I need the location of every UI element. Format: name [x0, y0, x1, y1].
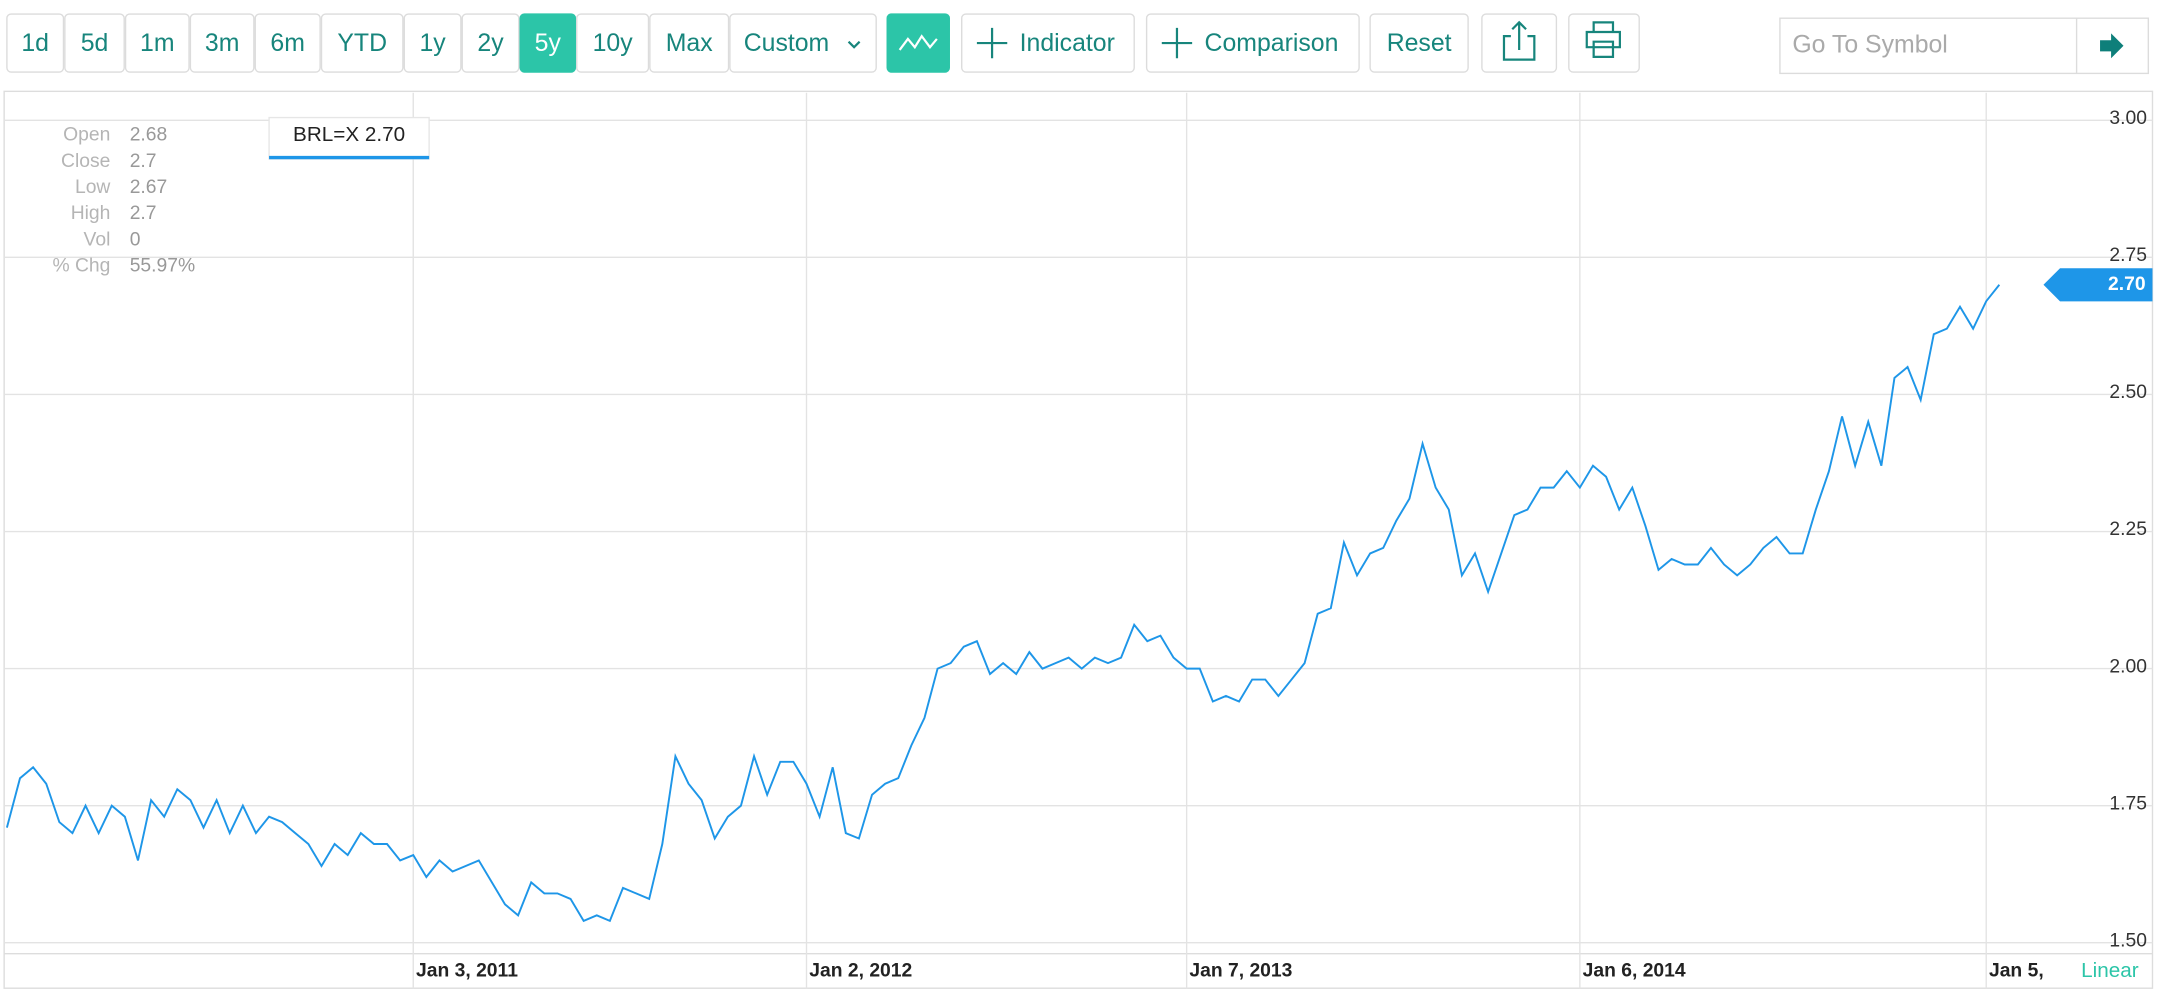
button-bg[interactable] [320, 13, 404, 73]
plus-icon [976, 27, 1008, 59]
info-label: Close [61, 151, 110, 172]
range-button[interactable]: 10y [576, 13, 650, 73]
y-tick-label: 2.25 [2109, 519, 2147, 540]
button-bg[interactable] [519, 13, 577, 73]
button-bg[interactable] [649, 13, 730, 73]
button-label[interactable]: Max [666, 30, 713, 57]
button-bg[interactable] [124, 13, 190, 73]
x-tick-label: Jan 5, [1989, 961, 2044, 982]
plus-icon [1161, 27, 1193, 59]
chart: 1.50 1.75 2.00 2.25 2.50 2.75 3.00 Jan 3, 2011 J… [4, 92, 2153, 989]
print-button[interactable] [1568, 13, 1640, 73]
toolbar: 1d 5d 1m 3m 6m YTD 1y 2y 5y 10y Max Custom Indicator… [6, 13, 2150, 75]
tool-button[interactable] [1145, 13, 1360, 73]
info-value: 2.67 [130, 177, 168, 198]
last-price-flag [2043, 268, 2153, 302]
range-button[interactable]: 3m [189, 13, 255, 73]
range-button[interactable]: 5y [519, 13, 577, 73]
range-button[interactable]: 2y [461, 13, 520, 73]
last-price-label: 2.70 [2108, 274, 2146, 295]
symbol-input[interactable] [1779, 17, 2150, 75]
scale-mode-bg [2069, 955, 2152, 987]
info-label: Vol [84, 229, 111, 250]
button-bg[interactable] [189, 13, 255, 73]
line-icon [898, 34, 938, 51]
tool-button-label[interactable]: Reset [1387, 30, 1452, 57]
range-button[interactable]: Max [649, 13, 730, 73]
button-label[interactable]: 5d [81, 30, 109, 57]
info-value: 2.68 [130, 125, 168, 146]
info-value: 55.97% [130, 256, 195, 277]
legend-label: BRL=X 2.70 [293, 123, 405, 146]
go-arrow-icon[interactable] [2100, 33, 2124, 59]
range-button[interactable]: 1d [6, 13, 65, 73]
price-line [5, 284, 2001, 923]
button-bg[interactable] [6, 13, 65, 73]
symbol-placeholder[interactable]: Go To Symbol [1792, 31, 1947, 58]
button-label[interactable]: 1y [419, 30, 446, 57]
button-bg[interactable] [64, 13, 125, 73]
scale-mode-toggle[interactable]: Linear [2081, 959, 2139, 982]
tool-button-label[interactable]: Comparison [1205, 30, 1339, 57]
x-tick-label: Jan 6, 2014 [1583, 961, 1686, 982]
button-bg[interactable] [254, 13, 321, 73]
info-value: 0 [130, 229, 141, 250]
button-label[interactable]: Custom [744, 30, 830, 57]
info-label: Low [75, 177, 110, 198]
button-label[interactable]: 1d [21, 30, 49, 57]
range-button[interactable]: 1y [403, 13, 462, 73]
x-tick-label: Jan 3, 2011 [416, 961, 518, 982]
range-button[interactable]: YTD [320, 13, 404, 73]
info-label: Open [63, 125, 110, 146]
info-value: 2.7 [130, 151, 157, 172]
button-bg[interactable] [461, 13, 520, 73]
range-button[interactable]: 6m [254, 13, 321, 73]
button-label[interactable]: YTD [337, 30, 387, 57]
tool-button-label[interactable]: Indicator [1020, 30, 1115, 57]
range-button[interactable]: 5d [64, 13, 125, 73]
info-value: 2.7 [130, 203, 157, 224]
info-label: % Chg [52, 256, 110, 277]
chart-frame [3, 90, 2154, 989]
y-tick-label: 3.00 [2109, 108, 2147, 129]
button-label[interactable]: 10y [593, 30, 634, 57]
print-icon [1585, 21, 1621, 58]
legend-tag [268, 116, 430, 160]
chevron-icon [847, 40, 861, 49]
tool-button[interactable] [961, 13, 1135, 73]
y-tick-label: 2.00 [2109, 656, 2147, 677]
button-bg[interactable] [576, 13, 650, 73]
y-tick-label: 1.75 [2109, 793, 2147, 814]
button-label[interactable]: 5y [535, 30, 562, 57]
tool-button[interactable] [1369, 13, 1469, 73]
y-tick-label: 2.50 [2109, 382, 2147, 403]
button-label[interactable]: 1m [140, 30, 175, 57]
button-bg[interactable] [729, 13, 877, 73]
button-label[interactable]: 6m [270, 30, 305, 57]
range-button[interactable]: 1m [124, 13, 190, 73]
share-icon [1502, 20, 1536, 61]
button-bg[interactable] [403, 13, 462, 73]
x-tick-label: Jan 7, 2013 [1189, 961, 1292, 982]
range-button[interactable]: Custom [729, 13, 877, 73]
info-label: High [71, 203, 111, 224]
x-tick-label: Jan 2, 2012 [809, 961, 912, 982]
button-label[interactable]: 3m [205, 30, 240, 57]
y-tick-label: 1.50 [2109, 930, 2147, 951]
button-label[interactable]: 2y [477, 30, 504, 57]
y-tick-label: 2.75 [2109, 245, 2147, 266]
